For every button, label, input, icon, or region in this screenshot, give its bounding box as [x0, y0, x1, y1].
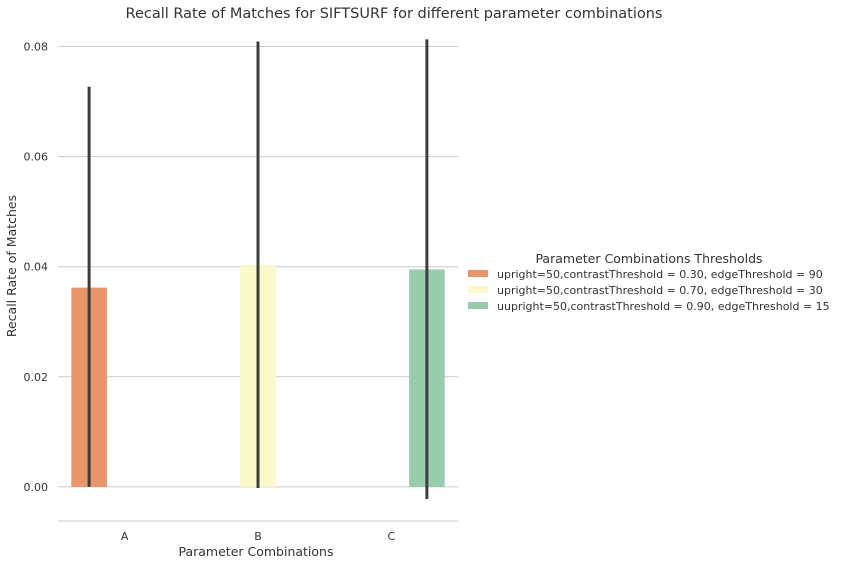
legend-swatch	[468, 286, 488, 293]
legend-swatch	[468, 302, 488, 309]
legend-title: Parameter Combinations Thresholds	[535, 251, 762, 266]
chart-title: Recall Rate of Matches for SIFTSURF for …	[126, 6, 663, 22]
y-tick-label: 0.08	[24, 41, 49, 54]
y-tick-label: 0.04	[24, 261, 49, 274]
y-axis-label: Recall Rate of Matches	[4, 195, 19, 337]
legend-swatch	[468, 270, 488, 277]
y-tick-label: 0.00	[24, 481, 49, 494]
x-tick-label: B	[254, 530, 262, 543]
y-axis-ticks: 0.00 0.02 0.04 0.06 0.08	[24, 41, 49, 494]
legend-items: upright=50,contrastThreshold = 0.30, edg…	[468, 268, 830, 313]
error-bars	[87, 39, 429, 499]
y-tick-label: 0.06	[24, 151, 49, 164]
legend-label: uupright=50,contrastThreshold = 0.90, ed…	[497, 300, 830, 313]
legend-label: upright=50,contrastThreshold = 0.30, edg…	[497, 268, 823, 281]
x-axis-label: Parameter Combinations	[178, 544, 333, 559]
y-tick-label: 0.02	[24, 371, 49, 384]
legend: Parameter Combinations Thresholds uprigh…	[468, 251, 830, 313]
x-axis-ticks: A B C	[121, 530, 396, 543]
x-tick-label: A	[121, 530, 129, 543]
x-tick-label: C	[387, 530, 395, 543]
legend-label: upright=50,contrastThreshold = 0.70, edg…	[497, 284, 823, 297]
